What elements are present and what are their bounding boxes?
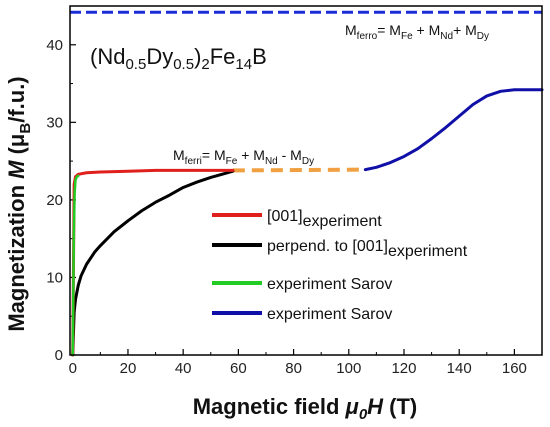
y-tick-label: 0 <box>55 347 63 364</box>
x-tick-label: 160 <box>502 360 527 377</box>
y-axis-title: Magnetization M (μB/f.u.) <box>4 76 34 331</box>
axis-ticks: 0 20 40 60 80 100 120 140 160 0 10 20 30 40 <box>46 37 527 377</box>
series-perpendicular-experiment <box>71 169 235 357</box>
y-tick-label: 40 <box>46 37 63 54</box>
x-axis-title-symbol2: H <box>367 394 384 419</box>
annotation-ferri: Mferri= MFe + MNd - MDy <box>173 147 314 167</box>
series-lines <box>70 10 544 357</box>
y-tick-label: 10 <box>46 269 63 286</box>
y-axis-title-main: Magnetization <box>4 179 29 332</box>
x-tick-label: 140 <box>447 360 472 377</box>
series-sarov-blue <box>363 88 544 172</box>
x-axis-title-symbol: μ <box>345 394 359 419</box>
compound-formula: (Nd0.5Dy0.5)2Fe14B <box>90 44 267 73</box>
legend-entry: [001]experiment <box>267 208 382 230</box>
ferri-gap-dashed-line <box>232 167 366 173</box>
annotation-ferro: Mferro= MFe + MNd+ MDy <box>345 22 489 42</box>
y-axis-title-sub: B <box>17 123 34 134</box>
x-axis-title: Magnetic field μ0H (T) <box>193 394 418 423</box>
x-axis-title-main: Magnetic field <box>193 394 346 419</box>
legend-entry: experiment Sarov <box>267 306 392 323</box>
series-001-experiment <box>71 168 235 357</box>
legend-entry: perpend. to [001]experiment <box>267 238 468 260</box>
x-tick-label: 0 <box>69 360 77 377</box>
y-tick-label: 20 <box>46 192 63 209</box>
x-tick-label: 60 <box>230 360 247 377</box>
legend-entry: experiment Sarov <box>267 276 392 293</box>
y-axis-title-symbol: M <box>4 160 29 179</box>
x-tick-label: 100 <box>336 360 361 377</box>
x-tick-label: 80 <box>285 360 302 377</box>
y-axis-title-close: /f.u.) <box>4 76 29 122</box>
legend: [001]experiment perpend. to [001]experime… <box>212 208 468 323</box>
y-tick-label: 30 <box>46 114 63 131</box>
x-axis-title-sub: 0 <box>359 406 368 423</box>
plot-frame <box>69 5 543 356</box>
x-tick-label: 40 <box>175 360 192 377</box>
y-axis-title-open: (μ <box>4 134 29 161</box>
x-tick-label: 20 <box>120 360 137 377</box>
x-axis-title-unit: (T) <box>383 394 417 419</box>
series-sarov-green <box>71 174 80 357</box>
x-tick-label: 120 <box>391 360 416 377</box>
